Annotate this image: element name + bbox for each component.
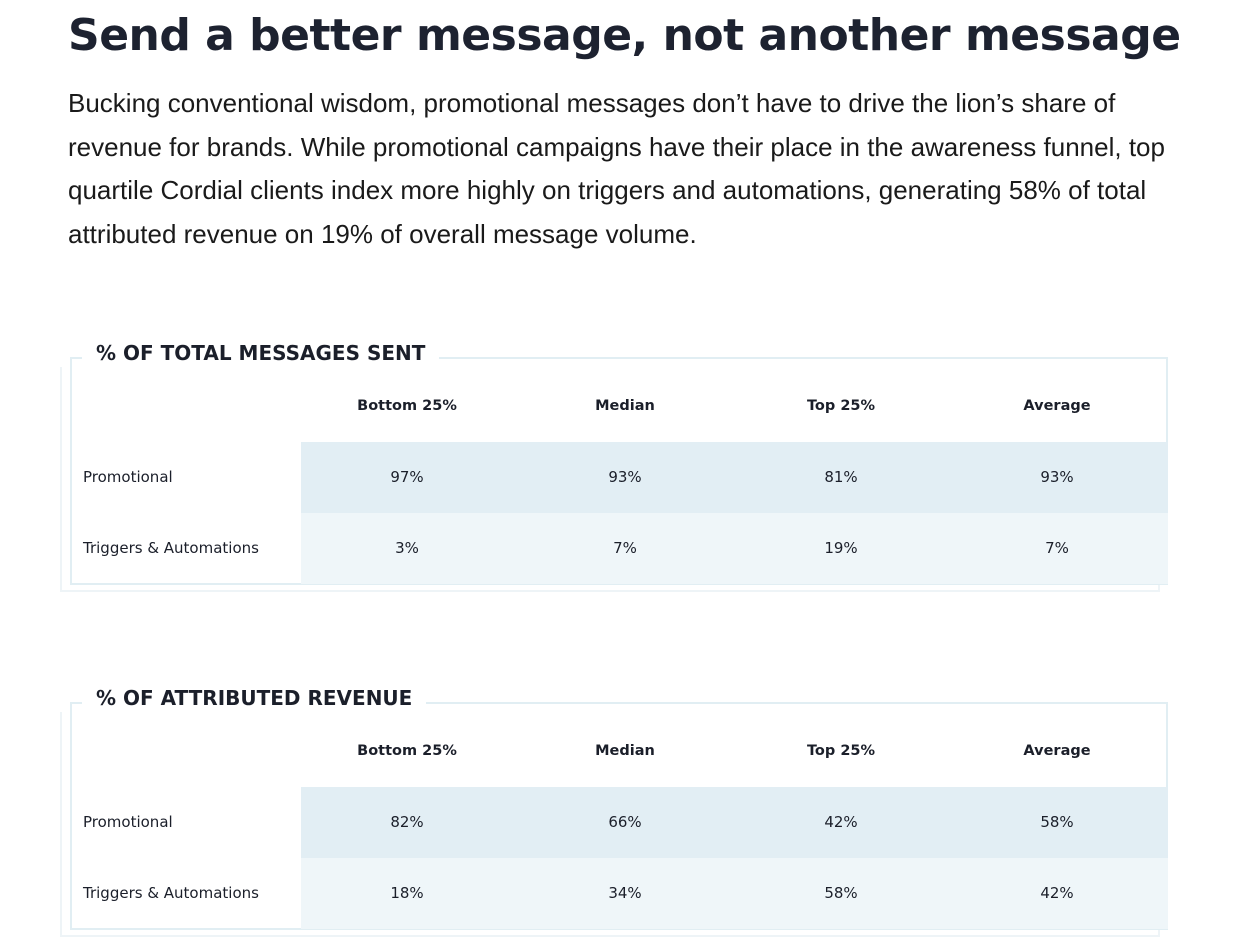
table-cell: 19% [824, 539, 858, 557]
table-cell: 93% [1040, 468, 1074, 486]
panel-title: % OF ATTRIBUTED REVENUE [82, 686, 427, 710]
column-header-bottom-25: Bottom 25% [357, 398, 457, 414]
table-cell: 34% [608, 884, 642, 902]
intro-paragraph: Bucking conventional wisdom, promotional… [68, 88, 1165, 249]
table-cell: 18% [390, 884, 424, 902]
row-background [301, 442, 1168, 513]
row-label: Promotional [83, 813, 173, 831]
row-label: Promotional [83, 468, 173, 486]
table-cell: 93% [608, 468, 642, 486]
column-header-average: Average [1023, 398, 1091, 414]
table-cell: 66% [608, 813, 642, 831]
table-row-promotional: Promotional 82% 66% 42% 58% [70, 787, 1168, 858]
table-cell: 42% [1040, 884, 1074, 902]
table-cell: 3% [395, 539, 419, 557]
column-header-median: Median [595, 743, 655, 759]
table-header-row: Bottom 25% Median Top 25% Average [70, 743, 1168, 763]
column-header-top-25: Top 25% [806, 398, 876, 414]
table-cell: 7% [1045, 539, 1069, 557]
row-background [301, 513, 1168, 584]
page-title: Send a better message, not another messa… [68, 10, 1181, 61]
row-label: Triggers & Automations [83, 539, 259, 557]
row-background [301, 787, 1168, 858]
row-label: Triggers & Automations [83, 884, 259, 902]
column-header-average: Average [1023, 743, 1091, 759]
row-background [301, 858, 1168, 929]
table-cell: 58% [1040, 813, 1074, 831]
column-header-bottom-25: Bottom 25% [357, 743, 457, 759]
table-cell: 81% [824, 468, 858, 486]
panel-title: % OF TOTAL MESSAGES SENT [82, 341, 440, 365]
table-row-promotional: Promotional 97% 93% 81% 93% [70, 442, 1168, 513]
column-header-top-25: Top 25% [806, 743, 876, 759]
table-cell: 58% [824, 884, 858, 902]
column-header-median: Median [595, 398, 655, 414]
messages-sent-panel: % OF TOTAL MESSAGES SENT Bottom 25% Medi… [60, 341, 1168, 592]
table-row-triggers-automations: Triggers & Automations 3% 7% 19% 7% [70, 513, 1168, 584]
table-cell: 82% [390, 813, 424, 831]
table-cell: 7% [613, 539, 637, 557]
table-row-triggers-automations: Triggers & Automations 18% 34% 58% 42% [70, 858, 1168, 929]
table-cell: 97% [390, 468, 424, 486]
table-header-row: Bottom 25% Median Top 25% Average [70, 398, 1168, 418]
table-cell: 42% [824, 813, 858, 831]
attributed-revenue-panel: % OF ATTRIBUTED REVENUE Bottom 25% Media… [60, 686, 1168, 937]
